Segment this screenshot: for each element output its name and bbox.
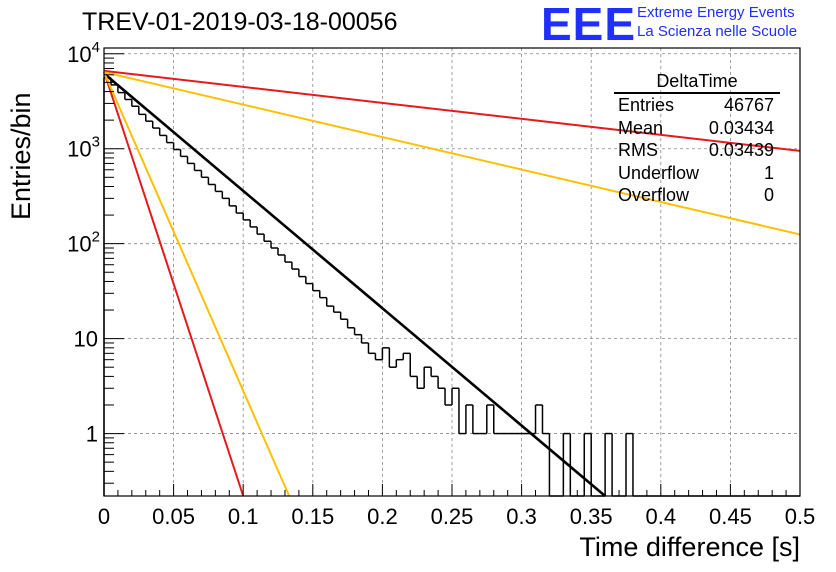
stats-row: Underflow 1 (612, 162, 780, 185)
x-tick-label: 0.25 (431, 504, 474, 529)
stats-label: Entries (618, 95, 675, 115)
y-axis-label: Entries/bin (6, 92, 36, 220)
eee-logo-text: Extreme Energy Events La Scienza nelle S… (637, 3, 797, 41)
x-tick-label: 0.35 (570, 504, 613, 529)
x-tick-label: 0.1 (228, 504, 259, 529)
logo-line-2: La Scienza nelle Scuole (637, 23, 798, 40)
fit-line (103, 69, 801, 152)
x-tick-label: 0.4 (646, 504, 677, 529)
x-tick-label: 0.15 (291, 504, 334, 529)
fit-lines (103, 69, 801, 497)
fit-line (103, 71, 291, 497)
fit-line (103, 71, 801, 236)
stats-value: 1 (763, 162, 774, 183)
x-tick-label: 0.45 (709, 504, 752, 529)
stats-value: 0.03434 (708, 117, 774, 138)
stats-row: Entries 46767 (612, 94, 780, 117)
x-tick-label: 0.5 (785, 504, 816, 529)
y-tick-label: 10 (74, 327, 98, 352)
fit-line (103, 72, 606, 497)
eee-logo: EEE (541, 0, 637, 50)
y-tick-label: 1 (86, 422, 98, 447)
x-axis-label: Time difference [s] (579, 532, 800, 562)
y-axis-ticks: 1 10 102 103 104 (67, 39, 124, 484)
stats-label: Overflow (618, 185, 690, 206)
y-tick-label: 103 (67, 134, 100, 162)
stats-label: RMS (618, 140, 658, 161)
x-tick-label: 0.3 (506, 504, 537, 529)
stats-label: Mean (618, 117, 664, 138)
y-tick-label: 102 (67, 229, 100, 257)
stats-box: DeltaTime Entries 46767 Mean 0.03434 RMS 0.03… (612, 70, 780, 207)
stats-row: RMS 0.03439 (612, 139, 780, 162)
x-tick-label: 0 (98, 504, 110, 529)
x-tick-label: 0.2 (367, 504, 398, 529)
x-axis-ticks: 0 0.05 0.1 0.15 0.2 0.25 0.3 0.35 0.4 0.45 0.5 (98, 484, 815, 529)
x-tick-label: 0.05 (152, 504, 195, 529)
stats-row: Mean 0.03434 (612, 117, 780, 140)
fit-line (103, 71, 245, 497)
stats-value: 46767 (723, 95, 774, 115)
logo-line-1: Extreme Energy Events (637, 4, 795, 21)
stats-label: Underflow (618, 162, 700, 183)
stats-name: DeltaTime (614, 70, 780, 94)
y-tick-label: 104 (67, 39, 100, 67)
stats-row: Overflow 0 (612, 184, 780, 207)
stats-value: 0.03439 (708, 140, 774, 161)
stats-value: 0 (763, 185, 774, 206)
plot-title: TREV-01-2019-03-18-00056 (82, 8, 398, 36)
stats-rows: Entries 46767 Mean 0.03434 RMS 0.03439 Underfl… (612, 94, 780, 207)
